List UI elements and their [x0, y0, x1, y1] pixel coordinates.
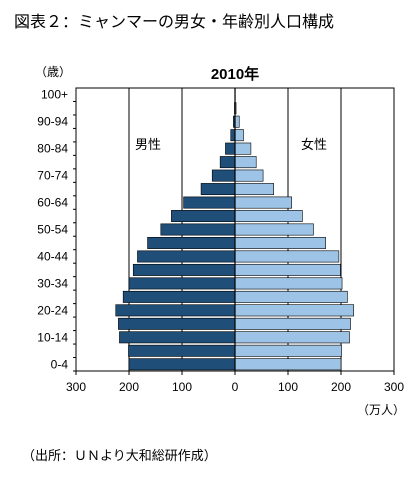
- male-bar-25-29: [122, 290, 236, 303]
- x-tick-label: 300: [384, 380, 404, 394]
- male-bar-35-39: [132, 263, 236, 276]
- male-bar-20-24: [115, 304, 236, 317]
- female-bar-55-59: [234, 210, 303, 222]
- x-tick-label: 100: [172, 380, 192, 394]
- y-tick-label: 60-64: [37, 196, 68, 210]
- male-bar-60-64: [183, 196, 236, 209]
- male-bar-10-14: [119, 331, 236, 344]
- male-bar-30-34: [128, 277, 236, 290]
- male-bar-75-79: [219, 156, 236, 169]
- male-bar-85-89: [230, 129, 236, 142]
- male-bar-70-74: [211, 169, 236, 182]
- source-note: （出所：ＵＮより大和総研作成）: [22, 449, 217, 464]
- x-tick-label: 200: [119, 380, 139, 394]
- figure-title: 図表２：ミャンマーの男女・年齢別人口構成: [14, 12, 335, 31]
- y-tick-label: 80-84: [37, 142, 68, 156]
- male-bar-50-54: [160, 223, 236, 236]
- female-bar-5-9: [234, 344, 342, 357]
- female-bar-20-24: [234, 304, 355, 317]
- female-series-label: 女性: [301, 137, 327, 153]
- female-bar-65-69: [234, 183, 274, 196]
- chart-title: 2010年: [211, 65, 259, 83]
- female-bar-80-84: [234, 142, 252, 155]
- population-pyramid-chart: 2010年 （歳） （万人） 0-4 10-14 20-24 30-34 40-44 50…: [35, 65, 405, 417]
- age-unit-label: （歳）: [35, 65, 71, 79]
- female-bar-45-49: [234, 237, 326, 249]
- x-tick-label: 0: [232, 380, 239, 394]
- x-tick-label: 300: [66, 380, 86, 394]
- plot-area: 0-4 10-14 20-24 30-34 40-44 50-54 60-64 70-74 80…: [37, 87, 404, 394]
- x-tick-label: 200: [331, 380, 351, 394]
- male-bar-45-49: [147, 237, 236, 249]
- male-bar-65-69: [200, 183, 236, 196]
- female-bar-10-14: [234, 331, 350, 344]
- y-tick-label: 70-74: [37, 169, 68, 183]
- male-bar-40-44: [137, 250, 236, 263]
- male-bar-55-59: [171, 210, 236, 222]
- male-bar-0-4: [128, 358, 236, 371]
- y-tick-label: 10-14: [37, 330, 68, 344]
- female-bar-75-79: [234, 156, 257, 169]
- female-bar-0-4: [234, 358, 342, 371]
- y-tick-label: 40-44: [37, 249, 68, 263]
- y-tick-label: 100+: [41, 88, 68, 102]
- x-tick-label: 100: [278, 380, 298, 394]
- male-bar-15-19: [118, 317, 236, 330]
- y-tick-label: 0-4: [51, 357, 69, 371]
- female-bar-70-74: [234, 169, 264, 182]
- female-bar-50-54: [234, 223, 314, 236]
- y-tick-label: 50-54: [37, 223, 68, 237]
- female-bar-90-94: [234, 115, 240, 128]
- female-bar-35-39: [234, 263, 341, 276]
- male-series-label: 男性: [135, 138, 161, 153]
- female-bar-30-34: [234, 277, 343, 290]
- female-bar-15-19: [234, 317, 351, 330]
- female-bar-85-89: [234, 129, 244, 142]
- y-tick-label: 30-34: [37, 276, 68, 290]
- female-bar-40-44: [234, 250, 340, 263]
- female-bar-25-29: [234, 290, 348, 303]
- male-bar-80-84: [225, 142, 236, 155]
- male-bar-5-9: [128, 344, 236, 357]
- population-unit-label: （万人）: [357, 403, 405, 417]
- female-bar-60-64: [234, 196, 293, 209]
- y-tick-label: 20-24: [37, 303, 68, 317]
- y-tick-label: 90-94: [37, 115, 68, 129]
